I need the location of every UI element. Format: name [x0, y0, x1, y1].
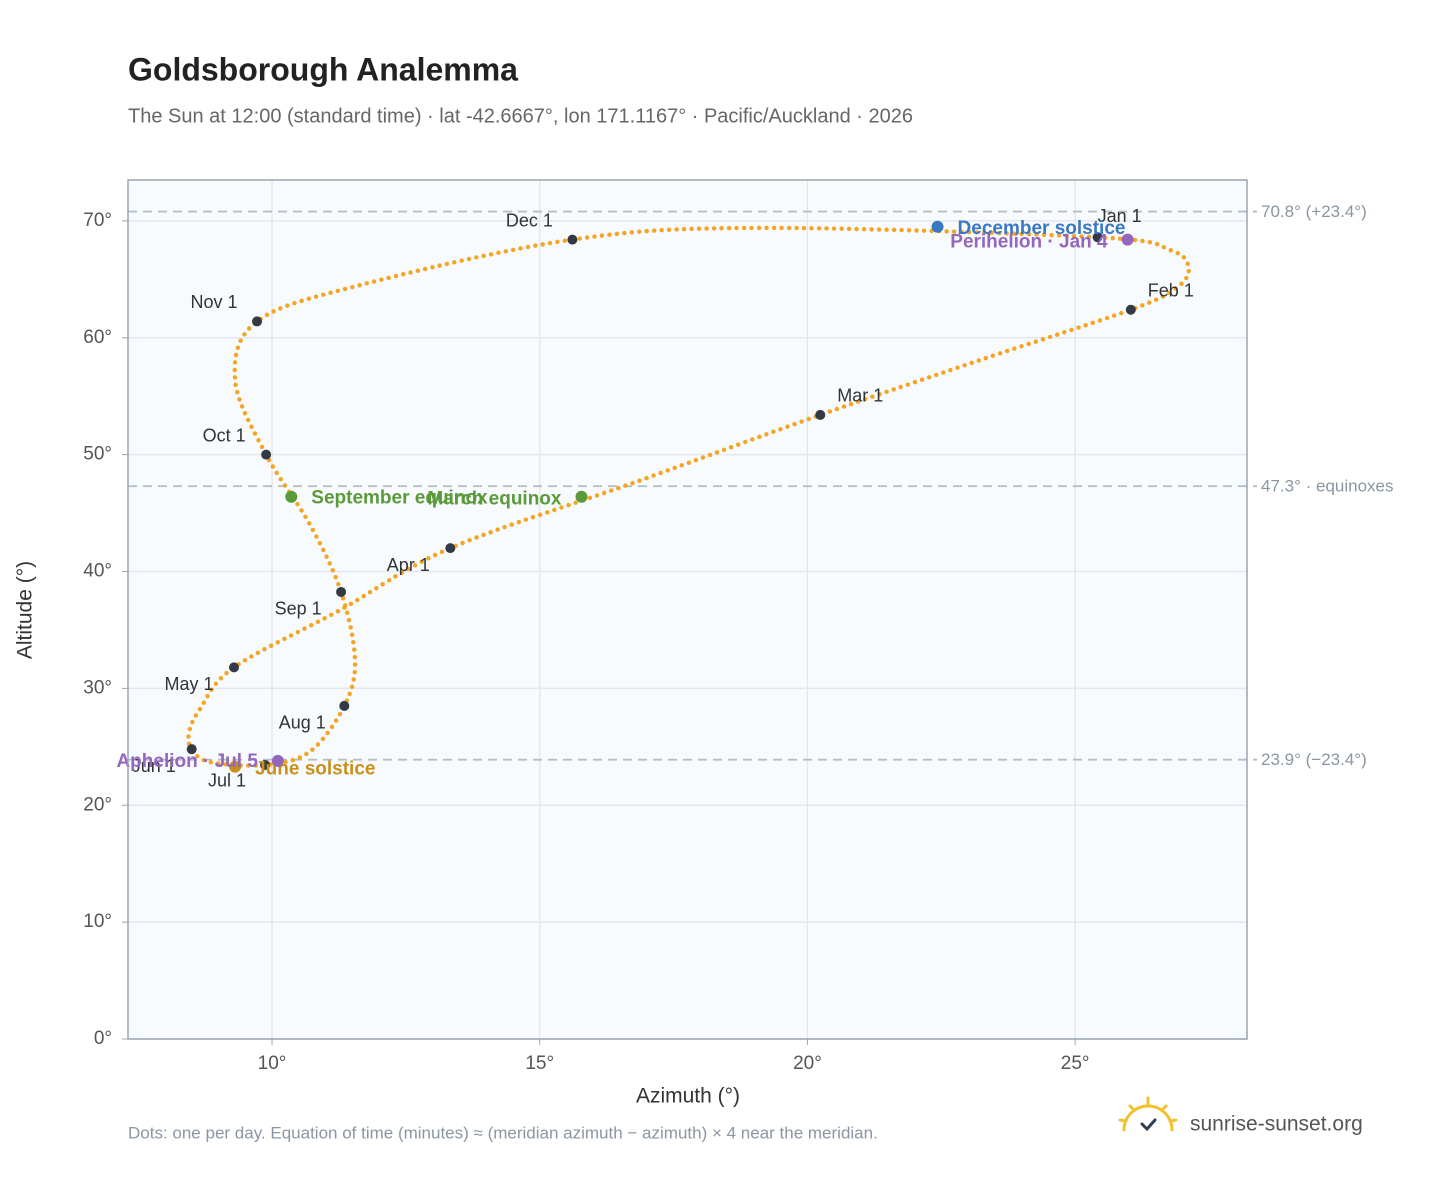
month-label: Feb 1 — [1148, 280, 1194, 300]
month-marker — [339, 700, 350, 711]
event-label: Aphelion · Jul 5 — [116, 751, 258, 772]
month-label: Jan 1 — [1098, 206, 1142, 226]
month-marker — [260, 759, 271, 770]
x-tick-label: 15° — [525, 1053, 554, 1074]
event-label: March equinox — [427, 489, 562, 510]
marks: Jan 1 Feb 1 Mar 1 Apr 1 May 1 Jun 1 Jul 1 Aug 1… — [116, 206, 1193, 791]
month-label: Mar 1 — [837, 386, 883, 406]
month-label: Nov 1 — [191, 292, 238, 312]
brand-name: sunrise-sunset.org — [1190, 1113, 1363, 1136]
event-label: December solstice — [958, 218, 1126, 239]
month-marker — [186, 744, 197, 755]
month-marker — [445, 543, 456, 554]
event-label: June solstice — [255, 759, 375, 780]
month-label: Apr 1 — [387, 555, 430, 575]
month-label: May 1 — [164, 674, 213, 694]
month-label: Oct 1 — [203, 425, 246, 445]
month-label: Dec 1 — [506, 210, 553, 230]
event-label: September equinox — [311, 488, 488, 509]
y-tick-label: 0° — [94, 1028, 112, 1049]
event-marker — [931, 220, 944, 233]
reference-label: 70.8° (+23.4°) — [1261, 202, 1367, 221]
y-axis-label: Altitude (°) — [14, 561, 37, 659]
x-tick-label: 20° — [793, 1053, 822, 1074]
y-tick-label: 60° — [83, 327, 112, 348]
month-marker — [567, 234, 578, 245]
month-label: Sep 1 — [275, 599, 322, 619]
brand-logo — [1118, 1096, 1178, 1132]
x-axis-label: Azimuth (°) — [636, 1085, 740, 1108]
month-marker — [815, 409, 826, 420]
month-marker — [336, 586, 347, 597]
month-label: Jul 1 — [208, 771, 246, 791]
event-marker — [229, 760, 242, 773]
month-marker — [1125, 304, 1136, 315]
y-tick-label: 70° — [83, 210, 112, 231]
plot-area — [128, 180, 1247, 1039]
grid — [128, 180, 1257, 1040]
event-marker — [1121, 233, 1134, 246]
x-tick-label: 25° — [1061, 1053, 1090, 1074]
reference-label: 47.3° · equinoxes — [1261, 477, 1394, 496]
chart-title: Goldsborough Analemma — [128, 51, 518, 87]
event-marker — [575, 490, 588, 503]
month-label: Aug 1 — [279, 713, 326, 733]
month-marker — [252, 316, 263, 327]
reference-label: 23.9° (−23.4°) — [1261, 750, 1367, 769]
y-tick-label: 50° — [83, 444, 112, 465]
footnote: Dots: one per day. Equation of time (min… — [128, 1123, 878, 1142]
event-marker — [285, 490, 298, 503]
plot-frame — [127, 179, 1248, 1040]
analemma-daily-dots — [186, 225, 1192, 768]
event-marker — [271, 754, 284, 767]
month-label: Jun 1 — [132, 756, 176, 776]
month-marker — [261, 449, 272, 460]
y-tick-label: 10° — [83, 911, 112, 932]
x-tick-label: 10° — [258, 1053, 287, 1074]
event-label: Perihelion · Jan 4 — [950, 232, 1108, 253]
y-tick-label: 20° — [83, 794, 112, 815]
month-marker — [1092, 232, 1103, 243]
y-tick-label: 40° — [83, 561, 112, 582]
month-marker — [229, 662, 240, 673]
chart-subtitle: The Sun at 12:00 (standard time) · lat -… — [128, 105, 913, 127]
y-tick-label: 30° — [83, 677, 112, 698]
